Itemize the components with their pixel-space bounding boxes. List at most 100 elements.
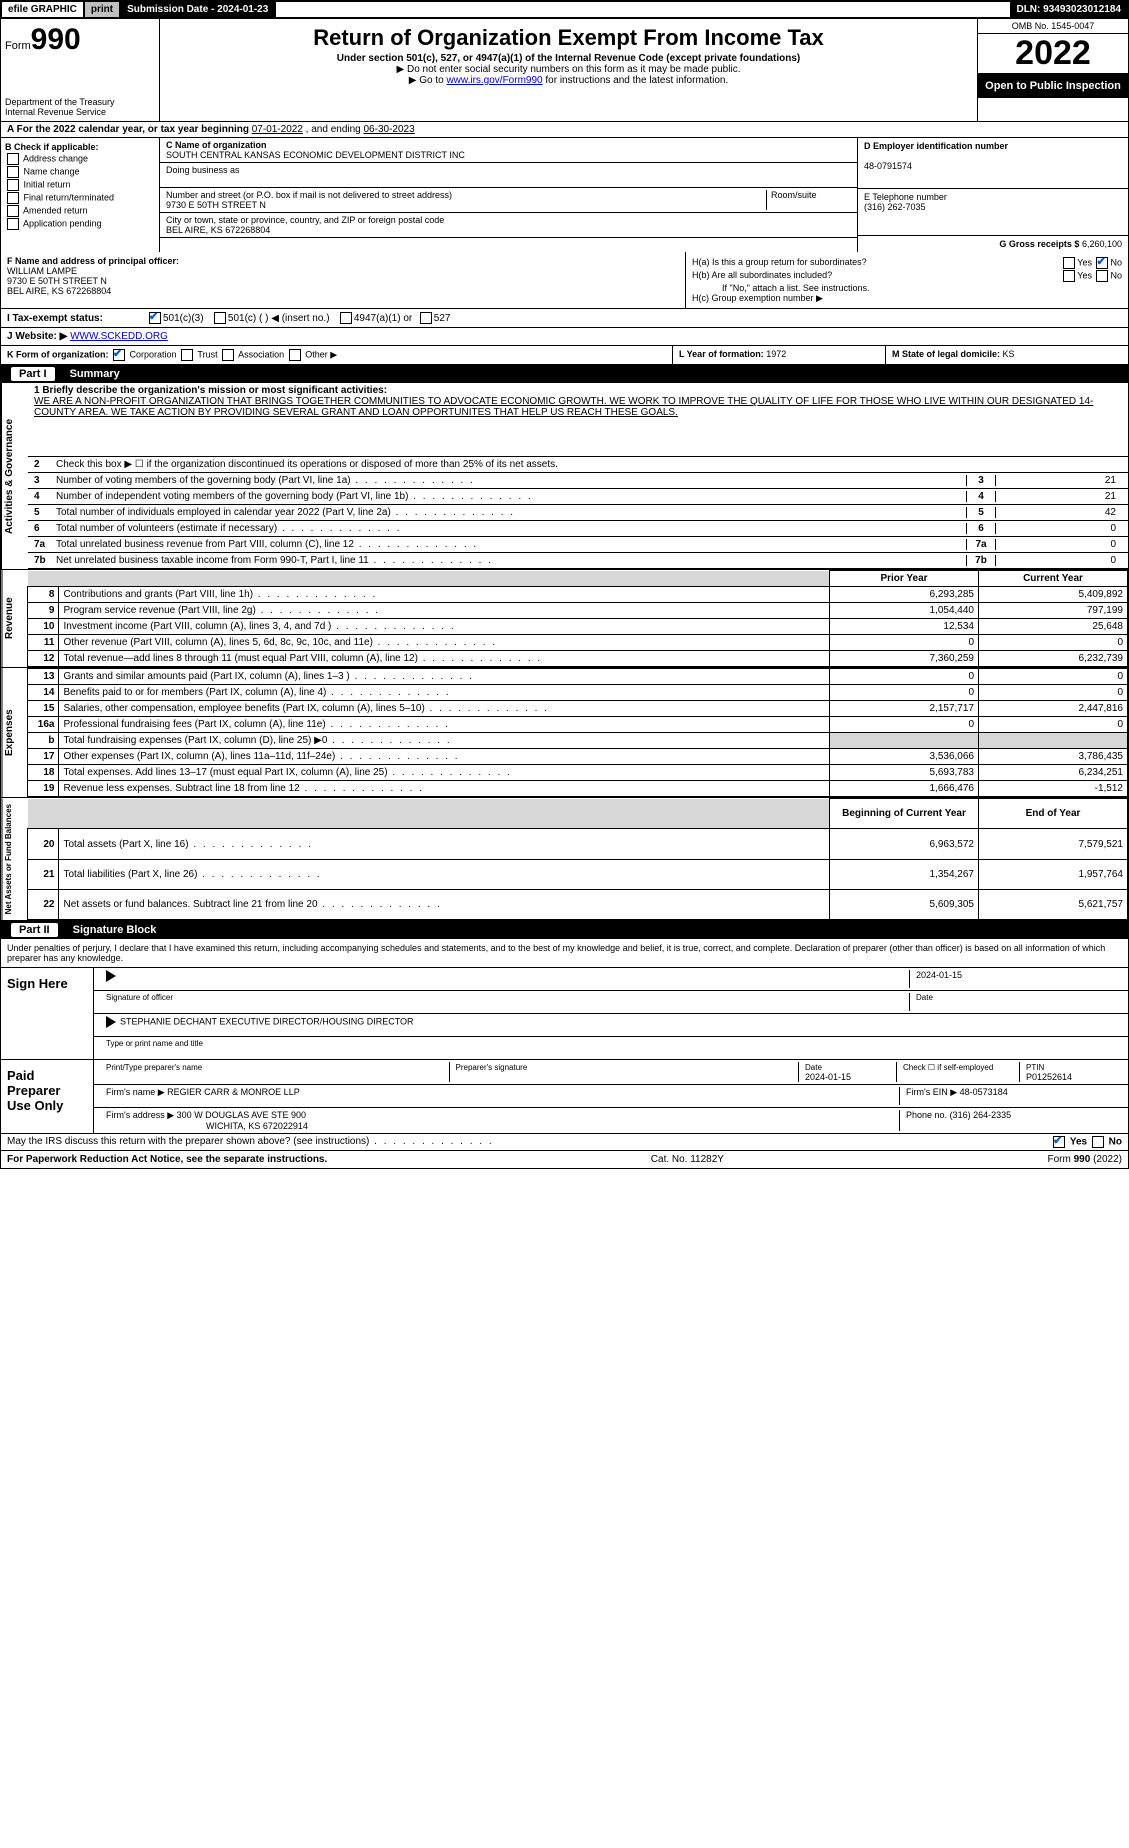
discuss-no[interactable] [1092, 1136, 1104, 1148]
part-1-title: Summary [70, 368, 120, 380]
gross-label: G Gross receipts $ [999, 239, 1079, 249]
mission-text: WE ARE A NON-PROFIT ORGANIZATION THAT BR… [34, 396, 1122, 418]
col-d: D Employer identification number 48-0791… [857, 138, 1128, 252]
hb-no[interactable] [1096, 270, 1108, 282]
ein-block: D Employer identification number 48-0791… [858, 138, 1128, 189]
fin-line-b: bTotal fundraising expenses (Part IX, co… [28, 733, 1128, 749]
fin-header-row: Prior Year Current Year [28, 571, 1128, 587]
website-link[interactable]: WWW.SCKEDD.ORG [70, 331, 168, 342]
foot-right: Form 990 (2022) [1048, 1154, 1122, 1165]
cb-corporation[interactable] [113, 349, 125, 361]
fin-line-12: 12Total revenue—add lines 8 through 11 (… [28, 651, 1128, 667]
fin-line-14: 14Benefits paid to or for members (Part … [28, 685, 1128, 701]
section-expenses: Expenses 13Grants and similar amounts pa… [0, 668, 1129, 798]
hdr-prior: Prior Year [830, 571, 979, 587]
gov-line-3: 3Number of voting members of the governi… [28, 473, 1128, 489]
dept-label: Department of the Treasury [5, 97, 155, 107]
cb-final-return[interactable]: Final return/terminated [5, 192, 155, 204]
sign-here-label: Sign Here [1, 968, 94, 1059]
foot-left: For Paperwork Reduction Act Notice, see … [7, 1154, 327, 1165]
gov-line-7b: 7bNet unrelated business taxable income … [28, 553, 1128, 569]
firm-ein: 48-0573184 [960, 1087, 1008, 1097]
addr-label: Number and street (or P.O. box if mail i… [166, 190, 452, 200]
firm-addr1: 300 W DOUGLAS AVE STE 900 [177, 1110, 306, 1120]
part-2-num: Part II [11, 923, 58, 937]
row-j: J Website: ▶ WWW.SCKEDD.ORG [0, 328, 1129, 346]
prep-date-label: Date [805, 1063, 822, 1072]
fin-line-21: 21Total liabilities (Part X, line 26)1,3… [28, 859, 1128, 889]
ha-line: H(a) Is this a group return for subordin… [692, 257, 1122, 269]
gov-line-5: 5Total number of individuals employed in… [28, 505, 1128, 521]
cb-501c[interactable] [214, 312, 226, 324]
hdr-current: Current Year [979, 571, 1128, 587]
prep-row-2: Firm's name ▶ REGIER CARR & MONROE LLP F… [94, 1085, 1128, 1108]
ha-no[interactable] [1096, 257, 1108, 269]
col-b: B Check if applicable: Address change Na… [1, 138, 160, 252]
state-domicile-label: M State of legal domicile: [892, 349, 1000, 359]
firm-addr2: WICHITA, KS 672022914 [106, 1121, 308, 1131]
section-revenue: Revenue Prior Year Current Year 8Contrib… [0, 570, 1129, 668]
firm-addr-label: Firm's address ▶ [106, 1110, 174, 1120]
cb-name-change[interactable]: Name change [5, 166, 155, 178]
fin-line-19: 19Revenue less expenses. Subtract line 1… [28, 781, 1128, 797]
form-label: Form [5, 40, 31, 52]
hb-yes[interactable] [1063, 270, 1075, 282]
hb-label: H(b) Are all subordinates included? [692, 270, 832, 282]
submission-date: Submission Date - 2024-01-23 [121, 2, 276, 17]
cb-amended-return[interactable]: Amended return [5, 205, 155, 217]
org-name-block: C Name of organization SOUTH CENTRAL KAN… [160, 138, 857, 163]
state-domicile: KS [1003, 349, 1015, 359]
org-name: SOUTH CENTRAL KANSAS ECONOMIC DEVELOPMEN… [166, 150, 465, 160]
form-org-label: K Form of organization: [7, 349, 109, 359]
fin-line-10: 10Investment income (Part VIII, column (… [28, 619, 1128, 635]
hc-label: H(c) Group exemption number ▶ [692, 293, 1122, 304]
col-h: H(a) Is this a group return for subordin… [685, 252, 1128, 308]
vlabel-governance: Activities & Governance [1, 383, 28, 569]
firm-name: REGIER CARR & MONROE LLP [167, 1087, 300, 1097]
sig-declaration: Under penalties of perjury, I declare th… [0, 939, 1129, 968]
hb-note: If "No," attach a list. See instructions… [692, 283, 1122, 293]
mission-blank-3 [34, 442, 1122, 454]
cb-501c3[interactable] [149, 312, 161, 324]
arrow-icon [106, 970, 116, 982]
row-a-mid: , and ending [306, 124, 364, 135]
prep-row-1: Print/Type preparer's name Preparer's si… [94, 1060, 1128, 1085]
fin-line-17: 17Other expenses (Part IX, column (A), l… [28, 749, 1128, 765]
sign-here-block: Sign Here 2024-01-15 Signature of office… [0, 968, 1129, 1060]
ha-label: H(a) Is this a group return for subordin… [692, 257, 867, 269]
firm-ein-label: Firm's EIN ▶ [906, 1087, 957, 1097]
fin-line-13: 13Grants and similar amounts paid (Part … [28, 669, 1128, 685]
cb-4947[interactable] [340, 312, 352, 324]
city-block: City or town, state or province, country… [160, 213, 857, 238]
cb-association[interactable] [222, 349, 234, 361]
form-header: Form990 Department of the Treasury Inter… [0, 19, 1129, 122]
org-name-label: C Name of organization [166, 140, 267, 150]
netassets-header-row: Beginning of Current Year End of Year [28, 799, 1128, 829]
ein-value: 48-0791574 [864, 161, 912, 171]
form-number: 990 [31, 23, 81, 56]
cb-address-change[interactable]: Address change [5, 153, 155, 165]
open-to-public: Open to Public Inspection [978, 74, 1128, 98]
ha-yes[interactable] [1063, 257, 1075, 269]
discuss-yes[interactable] [1053, 1136, 1065, 1148]
row-fh: F Name and address of principal officer:… [0, 252, 1129, 309]
discuss-row: May the IRS discuss this return with the… [0, 1134, 1129, 1151]
ein-label: D Employer identification number [864, 141, 1008, 151]
print-button[interactable]: print [85, 2, 121, 17]
sub3-pre: ▶ Go to [409, 75, 447, 86]
fin-line-22: 22Net assets or fund balances. Subtract … [28, 890, 1128, 920]
sig-line-1: 2024-01-15 [94, 968, 1128, 991]
cb-trust[interactable] [181, 349, 193, 361]
cb-initial-return[interactable]: Initial return [5, 179, 155, 191]
gov-line-6: 6Total number of volunteers (estimate if… [28, 521, 1128, 537]
cb-application-pending[interactable]: Application pending [5, 218, 155, 230]
instructions-link[interactable]: www.irs.gov/Form990 [446, 75, 542, 86]
col-cd: C Name of organization SOUTH CENTRAL KAN… [160, 138, 1128, 252]
gross-value: 6,260,100 [1082, 239, 1122, 249]
dba-label: Doing business as [166, 165, 240, 175]
cb-other[interactable] [289, 349, 301, 361]
hdr-end: End of Year [979, 799, 1128, 829]
sig-line-1-labels: Signature of officer Date [94, 991, 1128, 1014]
firm-phone: (316) 264-2335 [950, 1110, 1012, 1120]
cb-527[interactable] [420, 312, 432, 324]
